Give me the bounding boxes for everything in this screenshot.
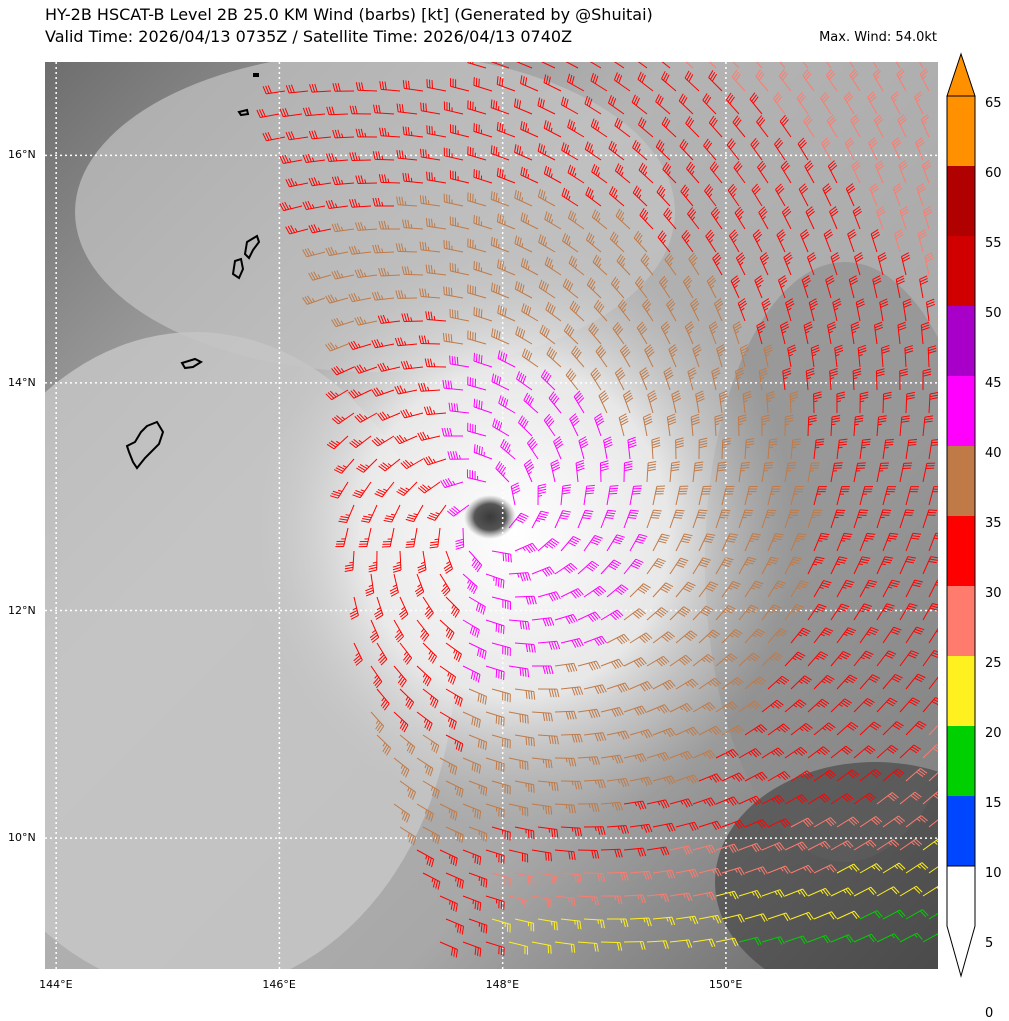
lat-tick-label: 12°N	[8, 604, 36, 617]
colorbar-tick-label: 45	[985, 376, 1002, 391]
colorbar-tick-label: 50	[985, 306, 1002, 321]
colorbar-segment	[947, 96, 975, 167]
title-line-2: Valid Time: 2026/04/13 0735Z / Satellite…	[45, 27, 572, 46]
lat-tick-label: 10°N	[8, 831, 36, 844]
lon-tick-label: 150°E	[709, 978, 742, 991]
colorbar-segment	[947, 236, 975, 307]
colorbar-segment	[947, 586, 975, 657]
colorbar-segment	[947, 446, 975, 517]
colorbar-segment	[947, 726, 975, 797]
colorbar-tick-label: 20	[985, 726, 1002, 741]
colorbar-tick-label: 15	[985, 796, 1002, 811]
colorbar-segment	[947, 376, 975, 447]
colorbar-tick-label: 65	[985, 96, 1002, 111]
lon-tick-label: 146°E	[262, 978, 295, 991]
colorbar-segment	[947, 306, 975, 377]
wind-barb-map	[45, 62, 938, 969]
colorbar-segment	[947, 656, 975, 727]
colorbar-extend-min	[947, 866, 975, 976]
lat-tick-label: 14°N	[8, 376, 36, 389]
colorbar-tick-label: 60	[985, 166, 1002, 181]
title-line-1: HY-2B HSCAT-B Level 2B 25.0 KM Wind (bar…	[45, 5, 653, 24]
colorbar-tick-label: 25	[985, 656, 1002, 671]
colorbar-tick-label: 55	[985, 236, 1002, 251]
max-wind-label: Max. Wind: 54.0kt	[819, 30, 937, 45]
central-dense-overcast	[235, 232, 795, 832]
lon-tick-label: 144°E	[39, 978, 72, 991]
island-farallon	[254, 74, 258, 76]
colorbar-tick-label: 10	[985, 866, 1002, 881]
colorbar-tick-label: 30	[985, 586, 1002, 601]
lon-tick-label: 148°E	[486, 978, 519, 991]
colorbar-segment	[947, 516, 975, 587]
colorbar-segment	[947, 796, 975, 867]
lat-tick-label: 16°N	[8, 148, 36, 161]
typhoon-eye	[464, 495, 516, 539]
colorbar-tick-label: 40	[985, 446, 1002, 461]
colorbar-extend-max	[947, 54, 975, 96]
colorbar-segment	[947, 166, 975, 237]
colorbar	[945, 50, 977, 980]
colorbar-tick-label: 0	[985, 1006, 993, 1021]
colorbar-tick-label: 35	[985, 516, 1002, 531]
colorbar-tick-label: 5	[985, 936, 993, 951]
